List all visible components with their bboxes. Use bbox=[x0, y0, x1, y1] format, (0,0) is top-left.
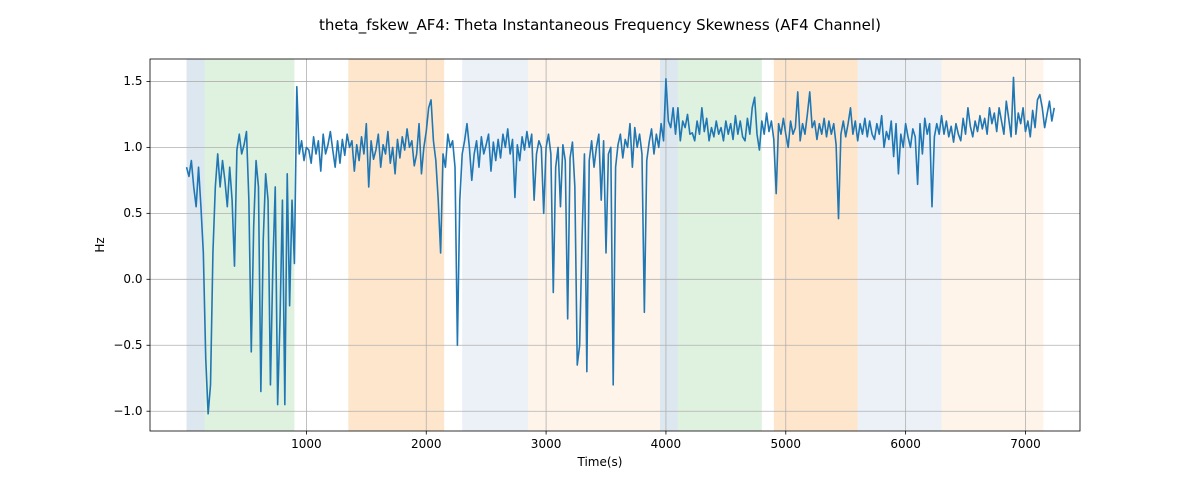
tick-label: 4000 bbox=[651, 437, 682, 451]
tick-label: 1.0 bbox=[123, 140, 142, 154]
tick-label: 5000 bbox=[770, 437, 801, 451]
tick-label: 0.0 bbox=[123, 272, 142, 286]
tick-label: 7000 bbox=[1010, 437, 1041, 451]
tick-label: 3000 bbox=[531, 437, 562, 451]
y-axis-label: Hz bbox=[93, 237, 107, 252]
tick-label: 1.5 bbox=[123, 74, 142, 88]
x-axis-label: Time(s) bbox=[0, 455, 1200, 469]
tick-label: 2000 bbox=[411, 437, 442, 451]
tick-label: 1000 bbox=[291, 437, 322, 451]
line-chart bbox=[0, 0, 1200, 500]
tick-label: −0.5 bbox=[113, 338, 142, 352]
tick-label: −1.0 bbox=[113, 404, 142, 418]
tick-label: 6000 bbox=[890, 437, 921, 451]
tick-label: 0.5 bbox=[123, 206, 142, 220]
